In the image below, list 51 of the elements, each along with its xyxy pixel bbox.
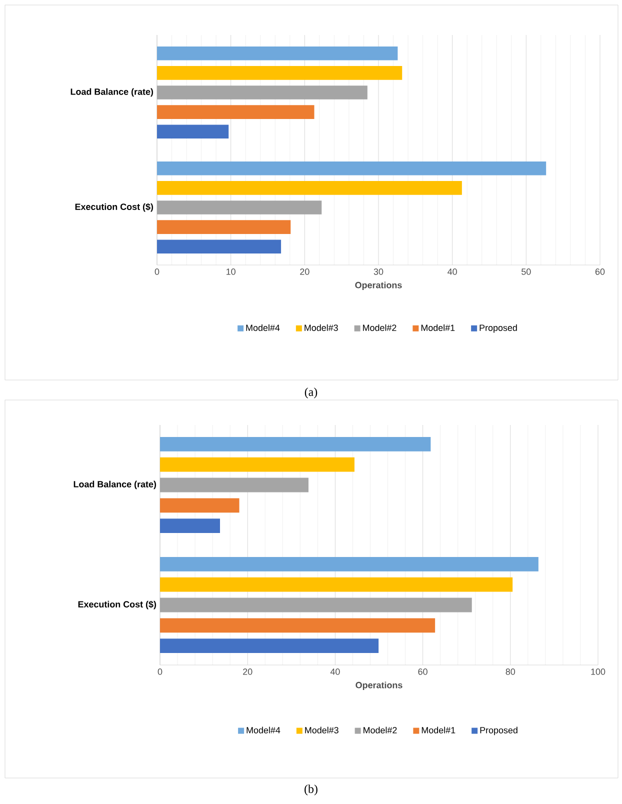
bar bbox=[157, 124, 229, 138]
x-tick-label: 60 bbox=[418, 668, 428, 675]
bar bbox=[157, 86, 368, 100]
bar bbox=[157, 240, 282, 254]
bar bbox=[157, 200, 322, 214]
legend-label: Model#3 bbox=[304, 324, 338, 331]
y-tick-label: Execution Cost ($) bbox=[75, 203, 154, 212]
bar bbox=[160, 638, 379, 653]
legend-label: Proposed bbox=[480, 324, 517, 333]
legend-label: Model#4 bbox=[246, 726, 280, 734]
x-tick-label: 10 bbox=[226, 268, 236, 275]
bar bbox=[157, 66, 402, 80]
bar bbox=[160, 498, 240, 513]
bar bbox=[160, 478, 308, 492]
legend-label: Model#4 bbox=[246, 324, 280, 331]
bar bbox=[160, 457, 354, 472]
legend-label: Proposed bbox=[480, 726, 518, 736]
x-tick-label: 40 bbox=[448, 268, 457, 275]
bar bbox=[157, 181, 462, 195]
x-tick-label: 20 bbox=[300, 268, 310, 275]
x-tick-label: 60 bbox=[595, 268, 605, 275]
x-tick-label: 40 bbox=[330, 668, 340, 675]
text: (a) bbox=[304, 388, 318, 398]
x-tick-label: 50 bbox=[522, 268, 531, 275]
bar bbox=[160, 577, 513, 592]
x-tick-label: 80 bbox=[506, 668, 516, 675]
legend-label: Model#2 bbox=[363, 324, 396, 331]
y-tick-label: Load Balance (rate) bbox=[74, 480, 156, 490]
x-tick-label: 30 bbox=[374, 268, 384, 275]
text: (b) bbox=[304, 784, 318, 796]
x-axis-title: Operations bbox=[356, 682, 402, 690]
bar bbox=[160, 518, 220, 533]
bar bbox=[157, 105, 314, 119]
legend-label: Model#3 bbox=[305, 726, 338, 734]
x-tick-label: 0 bbox=[158, 668, 162, 675]
legend-label: Model#1 bbox=[422, 726, 456, 734]
x-tick-label: 20 bbox=[243, 668, 252, 675]
bar bbox=[160, 436, 431, 452]
bar bbox=[157, 161, 546, 176]
bar bbox=[160, 618, 436, 633]
bar bbox=[157, 46, 398, 60]
x-axis-title: Operations bbox=[355, 282, 402, 290]
legend-label: Model#2 bbox=[364, 726, 397, 734]
legend-label: Model#1 bbox=[421, 324, 455, 331]
bar bbox=[160, 598, 472, 612]
x-tick-label: 0 bbox=[154, 268, 160, 275]
x-tick-label: 100 bbox=[591, 668, 606, 675]
bar bbox=[160, 556, 538, 572]
bar bbox=[157, 220, 291, 234]
y-tick-label: Execution Cost ($) bbox=[78, 600, 156, 610]
y-tick-label: Load Balance (rate) bbox=[70, 88, 154, 97]
